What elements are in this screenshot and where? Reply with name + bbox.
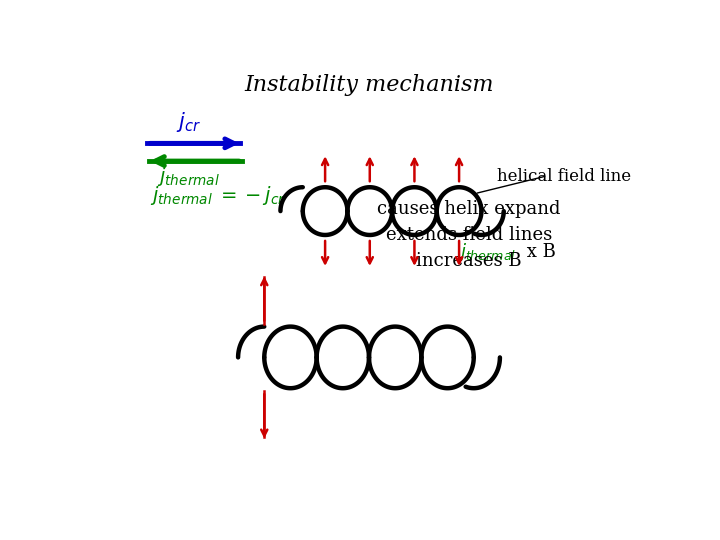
Text: $j_{thermal}$: $j_{thermal}$ [156, 165, 220, 188]
Text: $j_{thermal}$: $j_{thermal}$ [457, 241, 516, 263]
Text: $= -j_{cr}$: $= -j_{cr}$ [217, 184, 287, 207]
Text: causes helix expand
extends field lines
increases B: causes helix expand extends field lines … [377, 200, 561, 271]
Text: $j_{cr}$: $j_{cr}$ [176, 110, 201, 134]
Text: x B: x B [521, 243, 557, 261]
Text: Instability mechanism: Instability mechanism [244, 74, 494, 96]
Text: helical field line: helical field line [497, 168, 631, 185]
Text: $j_{thermal}$: $j_{thermal}$ [150, 184, 212, 207]
